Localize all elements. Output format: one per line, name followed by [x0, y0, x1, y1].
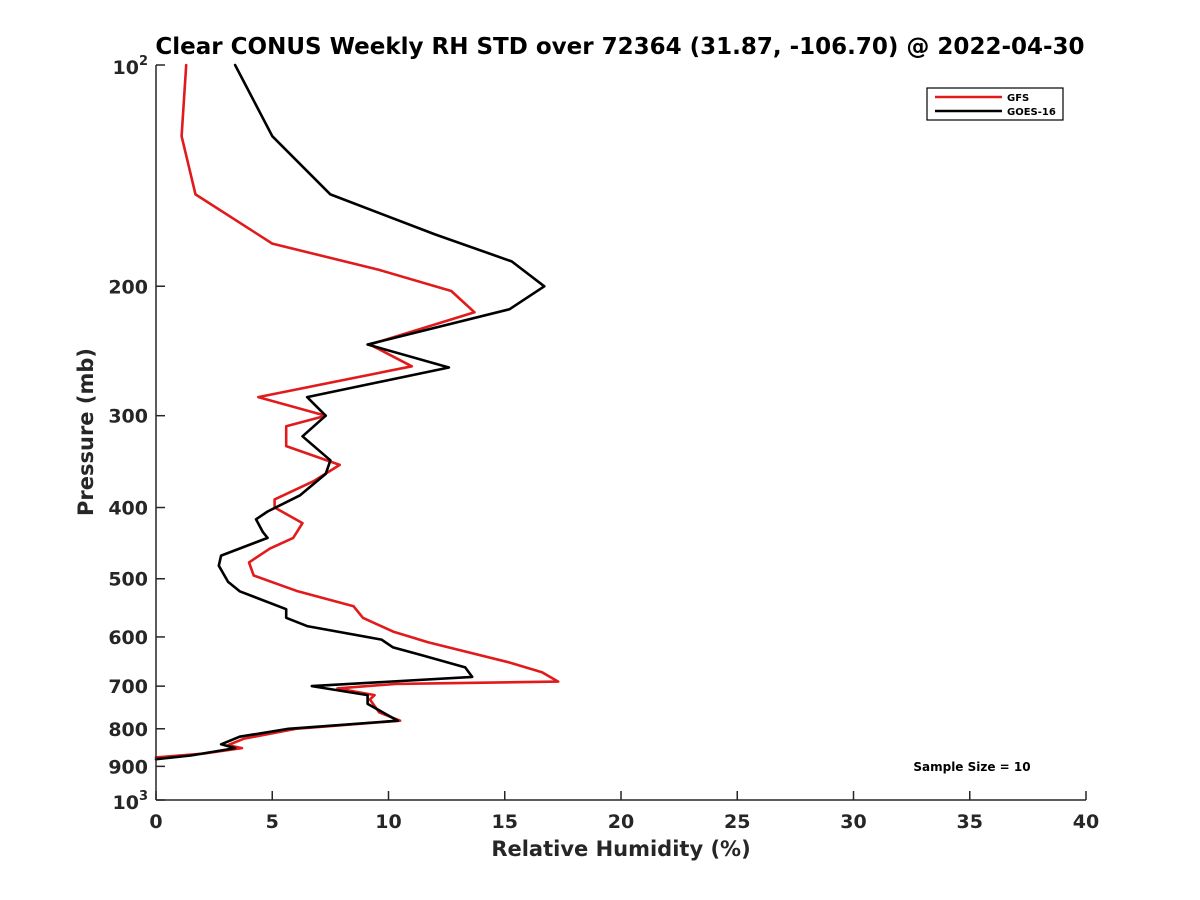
y-tick-label: 400	[108, 498, 148, 520]
y-axis-label: Pressure (mb)	[74, 348, 98, 516]
y-tick-label: 300	[108, 406, 148, 428]
y-tick-top-exponent: 2	[139, 54, 148, 69]
y-tick-label-top: 102	[113, 54, 149, 79]
x-tick-label: 15	[492, 811, 518, 833]
x-tick-label: 20	[608, 811, 634, 833]
x-axis-ticks: 0 5 10 15 20 25 30 35 40	[149, 791, 1099, 833]
legend: GFS GOES-16	[926, 87, 1064, 121]
sample-size-annotation: Sample Size = 10	[913, 760, 1030, 774]
y-tick-label: 500	[108, 569, 148, 591]
y-tick-label-bottom: 103	[113, 789, 149, 814]
y-tick-label: 600	[108, 627, 148, 649]
x-tick-label: 25	[724, 811, 750, 833]
x-tick-label: 5	[266, 811, 279, 833]
y-axis-ticks: 200 300 400 500 600 700 800 900	[108, 64, 165, 801]
x-tick-label: 30	[840, 811, 866, 833]
y-tick-label: 800	[108, 719, 148, 741]
x-tick-label: 35	[957, 811, 983, 833]
plot-area: 0 5 10 15 20 25 30 35 40 200 300 400 500 600 700 800 90…	[108, 54, 1099, 833]
y-tick-top-base: 10	[113, 57, 139, 79]
x-tick-label: 10	[375, 811, 401, 833]
legend-label-gfs: GFS	[1007, 93, 1029, 104]
x-tick-label: 40	[1073, 811, 1099, 833]
y-tick-label: 900	[108, 756, 148, 778]
y-tick-bottom-exponent: 3	[139, 789, 148, 804]
legend-label-goes16: GOES-16	[1007, 107, 1056, 118]
y-tick-label: 700	[108, 676, 148, 698]
x-axis-label: Relative Humidity (%)	[491, 837, 750, 861]
y-tick-bottom-base: 10	[113, 792, 139, 814]
x-tick-label: 0	[149, 811, 162, 833]
series-layer	[154, 63, 560, 761]
chart-title: Clear CONUS Weekly RH STD over 72364 (31…	[155, 34, 1084, 60]
series-line-goes16	[154, 63, 546, 761]
legend-box	[926, 87, 1064, 121]
y-tick-label: 200	[108, 276, 148, 298]
